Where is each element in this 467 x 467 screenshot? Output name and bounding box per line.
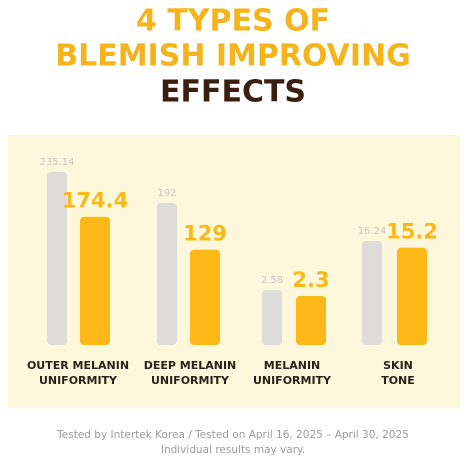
category-label: UNIFORMITY <box>151 374 230 387</box>
footnote: Tested by Intertek Korea / Tested on Apr… <box>56 429 409 441</box>
bar <box>262 290 282 345</box>
bar <box>47 172 67 345</box>
category-label: DEEP MELANIN <box>144 359 237 372</box>
value-label: 235.14 <box>40 157 75 168</box>
category-label: OUTER MELANIN <box>27 359 129 372</box>
title-line: BLEMISH IMPROVING <box>55 39 411 74</box>
category-label: UNIFORMITY <box>253 374 332 387</box>
footnote: Individual results may vary. <box>161 444 305 456</box>
category-label: SKIN <box>383 359 413 372</box>
value-label: 15.2 <box>386 220 438 244</box>
value-label: 174.4 <box>62 189 128 213</box>
title-line: 4 TYPES OF <box>136 4 330 39</box>
category-label: TONE <box>381 374 415 387</box>
bar <box>80 216 110 345</box>
bar <box>397 247 427 345</box>
category-label: UNIFORMITY <box>39 374 118 387</box>
bar <box>190 249 220 345</box>
value-label: 129 <box>183 222 227 246</box>
value-label: 192 <box>157 188 176 199</box>
bar <box>157 203 177 345</box>
value-label: 16.24 <box>358 226 387 237</box>
category-label: MELANIN <box>264 359 321 372</box>
bar <box>296 295 326 345</box>
value-label: 2.3 <box>292 268 329 292</box>
bar <box>362 241 382 345</box>
value-label: 2.58 <box>261 275 283 286</box>
title-line: EFFECTS <box>160 75 306 110</box>
